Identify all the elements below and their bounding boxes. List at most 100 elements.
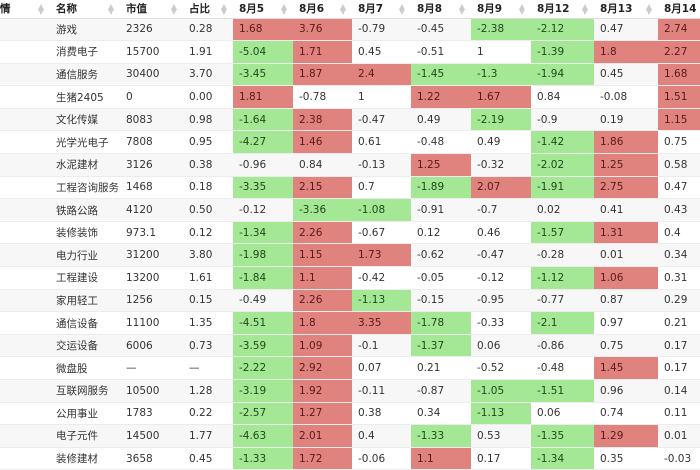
column-header[interactable]: 8月5 ▲ ▼ xyxy=(233,0,293,19)
table-cell: 0 xyxy=(120,85,183,109)
table-cell: 973.1 xyxy=(120,221,183,245)
change-cell: 1.27 xyxy=(293,402,352,426)
table-row[interactable]: 消费电子 15700 1.91 -5.04 1.71 0.45 -0.51 1 -1.39 1.8… xyxy=(0,40,700,64)
table-row[interactable]: 电力行业 31200 3.80 -1.98 1.15 1.73 -0.62 -0.47 -0.2… xyxy=(0,243,700,268)
table-cell: 游戏 xyxy=(50,18,120,42)
table-cell xyxy=(0,176,50,200)
change-cell: 0.4 xyxy=(658,221,700,245)
sort-icon[interactable]: ▲ ▼ xyxy=(398,2,405,16)
table-row[interactable]: 工程建设 13200 1.61 -1.84 1.1 -0.42 -0.05 -0.12 -1.1… xyxy=(0,266,700,290)
change-cell: 1.72 xyxy=(293,447,352,470)
sort-icon[interactable]: ▲ ▼ xyxy=(107,2,114,16)
table-row[interactable]: 装修装饰 973.1 0.12 -1.34 2.26 -0.67 0.12 0.46 -1.57… xyxy=(0,221,700,245)
sort-icon[interactable]: ▲ ▼ xyxy=(280,2,287,16)
change-cell: 0.45 xyxy=(352,40,411,64)
change-cell: -0.51 xyxy=(411,40,471,64)
table-cell: 3.70 xyxy=(183,63,233,87)
change-cell: 3.35 xyxy=(352,311,411,335)
table-row[interactable]: 游戏 2326 0.28 1.68 3.76 -0.79 -0.45 -2.38 -2.12 0.… xyxy=(0,18,700,42)
column-header[interactable]: 8月8 ▲ ▼ xyxy=(411,0,471,19)
change-cell: 2.15 xyxy=(293,176,352,200)
table-row[interactable]: 文化传媒 8083 0.98 -1.64 2.38 -0.47 0.49 -2.19 -0.9 0… xyxy=(0,108,700,132)
change-cell: 0.43 xyxy=(658,198,700,222)
change-cell: -1.13 xyxy=(352,289,411,313)
sort-icon[interactable]: ▲ ▼ xyxy=(170,2,177,16)
column-header[interactable]: 市值 ▲ ▼ xyxy=(120,0,183,19)
table-cell: 生猪2405 xyxy=(50,85,120,109)
sort-icon[interactable]: ▲ ▼ xyxy=(518,2,525,16)
table-cell: 0.22 xyxy=(183,402,233,426)
change-cell: 0.4 xyxy=(352,424,411,448)
sort-icon[interactable]: ▲ ▼ xyxy=(645,2,652,16)
change-cell: -1.37 xyxy=(411,334,471,358)
table-cell: 0.98 xyxy=(183,108,233,132)
change-cell: -1.12 xyxy=(531,266,594,290)
column-header[interactable]: 8月6 ▲ ▼ xyxy=(293,0,352,19)
change-cell: -3.35 xyxy=(233,176,293,200)
column-header[interactable]: 占比 ▲ ▼ xyxy=(183,0,233,19)
table-cell: 7808 xyxy=(120,130,183,155)
table-row[interactable]: 光学光电子 7808 0.95 -4.27 1.46 0.61 -0.48 0.49 -1.42… xyxy=(0,130,700,155)
table-row[interactable]: 公用事业 1783 0.22 -2.57 1.27 0.38 0.34 -1.13 0.06 0.… xyxy=(0,402,700,426)
change-cell: 1.67 xyxy=(471,85,531,109)
table-cell xyxy=(0,447,50,470)
change-cell: 0.75 xyxy=(658,130,700,155)
change-cell: 1.1 xyxy=(411,447,471,470)
change-cell: 0.74 xyxy=(594,402,658,426)
table-cell: 0.73 xyxy=(183,334,233,358)
change-cell: 1.25 xyxy=(411,153,471,177)
change-cell: 2.75 xyxy=(594,176,658,200)
table-row[interactable]: 互联网服务 10500 1.28 -3.19 1.92 -0.11 -0.87 -1.05 -1… xyxy=(0,379,700,403)
table-row[interactable]: 铁路公路 4120 0.50 -0.12 -3.36 -1.08 -0.91 -0.7 0.02… xyxy=(0,198,700,222)
table-cell: 互联网服务 xyxy=(50,379,120,403)
change-cell: 0.17 xyxy=(471,447,531,470)
change-cell: 2.38 xyxy=(293,108,352,132)
sort-icon[interactable]: ▲ ▼ xyxy=(220,2,227,16)
table-row[interactable]: 装修建材 3658 0.45 -1.33 1.72 -0.06 1.1 0.17 -1.34 0.… xyxy=(0,447,700,470)
table-row[interactable]: 通信服务 30400 3.70 -3.45 1.87 2.4 -1.45 -1.3 -1.94 0… xyxy=(0,63,700,87)
column-header[interactable]: 情 ▲ ▼ xyxy=(0,0,50,19)
change-cell: 1.51 xyxy=(658,85,700,109)
change-cell: 2.01 xyxy=(293,424,352,448)
column-header[interactable]: 8月9 ▲ ▼ xyxy=(471,0,531,19)
table-row[interactable]: 家用轻工 1256 0.15 -0.49 2.26 -1.13 -0.15 -0.95 -0.7… xyxy=(0,289,700,313)
table-cell xyxy=(0,424,50,448)
table-row[interactable]: 工程咨询服务 1468 0.18 -3.35 2.15 0.7 -1.89 2.07 -1.91… xyxy=(0,176,700,200)
change-cell: 1.09 xyxy=(293,334,352,358)
change-cell: -1.34 xyxy=(531,447,594,470)
table-row[interactable]: 水泥建材 3126 0.38 -0.96 0.84 -0.13 1.25 -0.32 -2.02… xyxy=(0,153,700,177)
change-cell: -1.98 xyxy=(233,243,293,268)
column-header[interactable]: 8月12 ▲ ▼ xyxy=(531,0,594,19)
change-cell: -1.51 xyxy=(531,379,594,403)
sort-icon[interactable]: ▲ ▼ xyxy=(581,2,588,16)
column-header[interactable]: 8月7 ▲ ▼ xyxy=(352,0,411,19)
table-row[interactable]: 微盘股 — — -2.22 2.92 0.07 0.21 -0.52 -0.48 1.45 0.17 xyxy=(0,356,700,380)
change-cell: -0.48 xyxy=(411,130,471,155)
change-cell: 0.7 xyxy=(352,176,411,200)
change-cell: -0.06 xyxy=(352,447,411,470)
table-cell xyxy=(0,153,50,177)
table-row[interactable]: 生猪2405 0 0.00 1.81 -0.78 1 1.22 1.67 0.84 -0.08 1.… xyxy=(0,85,700,109)
column-header[interactable]: 8月13 ▲ ▼ xyxy=(594,0,658,19)
change-cell: 0.49 xyxy=(411,108,471,132)
column-header[interactable]: 名称 ▲ ▼ xyxy=(50,0,120,19)
sort-icon[interactable]: ▲ ▼ xyxy=(339,2,346,16)
change-cell: 0.14 xyxy=(658,379,700,403)
column-header[interactable]: 8月14▲▼ xyxy=(658,0,700,19)
table-cell: 8083 xyxy=(120,108,183,132)
sort-icon[interactable]: ▲ ▼ xyxy=(458,2,465,16)
change-cell: -2.22 xyxy=(233,356,293,380)
table-row[interactable]: 电子元件 14500 1.77 -4.63 2.01 0.4 -1.33 0.53 -1.35 1… xyxy=(0,424,700,448)
change-cell: 0.01 xyxy=(658,424,700,448)
table-cell: 1.28 xyxy=(183,379,233,403)
change-cell: 0.45 xyxy=(594,63,658,87)
change-cell: -4.51 xyxy=(233,311,293,335)
table-cell: 1783 xyxy=(120,402,183,426)
sort-icon[interactable]: ▲ ▼ xyxy=(37,2,44,16)
table-row[interactable]: 通信设备 11100 1.35 -4.51 1.8 3.35 -1.78 -0.33 -2.1 0… xyxy=(0,311,700,335)
table-row[interactable]: 交运设备 6006 0.73 -3.59 1.09 -0.1 -1.37 0.06 -0.86 0… xyxy=(0,334,700,358)
change-cell: 1 xyxy=(471,40,531,64)
change-cell: 0.61 xyxy=(352,130,411,155)
column-header-label: 8月13 xyxy=(600,3,633,16)
change-cell: -5.04 xyxy=(233,40,293,64)
